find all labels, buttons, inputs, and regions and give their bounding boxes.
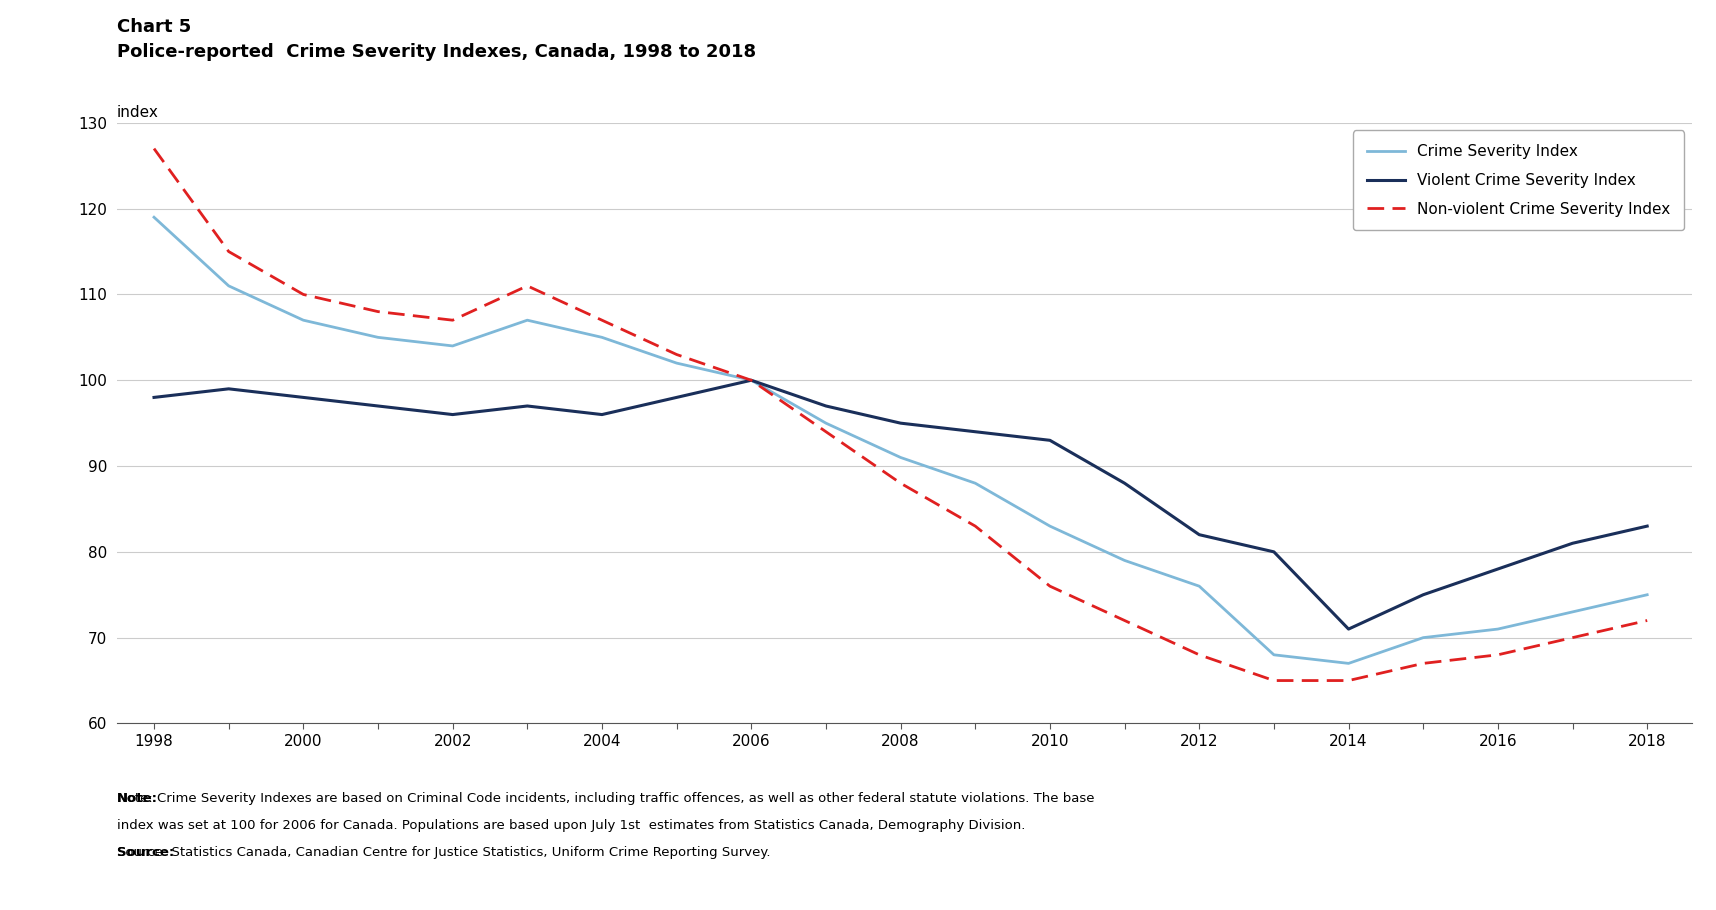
Legend: Crime Severity Index, Violent Crime Severity Index, Non-violent Crime Severity I: Crime Severity Index, Violent Crime Seve… (1354, 130, 1685, 230)
Text: Chart 5: Chart 5 (117, 18, 190, 36)
Text: Source:: Source: (117, 846, 173, 859)
Text: Source: Statistics Canada, Canadian Centre for Justice Statistics, Uniform Crime: Source: Statistics Canada, Canadian Cent… (117, 846, 770, 859)
Text: index was set at 100 for 2006 for Canada. Populations are based upon July 1st  e: index was set at 100 for 2006 for Canada… (117, 819, 1024, 832)
Text: index: index (117, 106, 158, 120)
Text: Note:: Note: (117, 792, 158, 804)
Text: Note: Crime Severity Indexes are based on Criminal Code incidents, including tra: Note: Crime Severity Indexes are based o… (117, 792, 1095, 804)
Text: Police-reported  Crime Severity Indexes, Canada, 1998 to 2018: Police-reported Crime Severity Indexes, … (117, 43, 755, 61)
